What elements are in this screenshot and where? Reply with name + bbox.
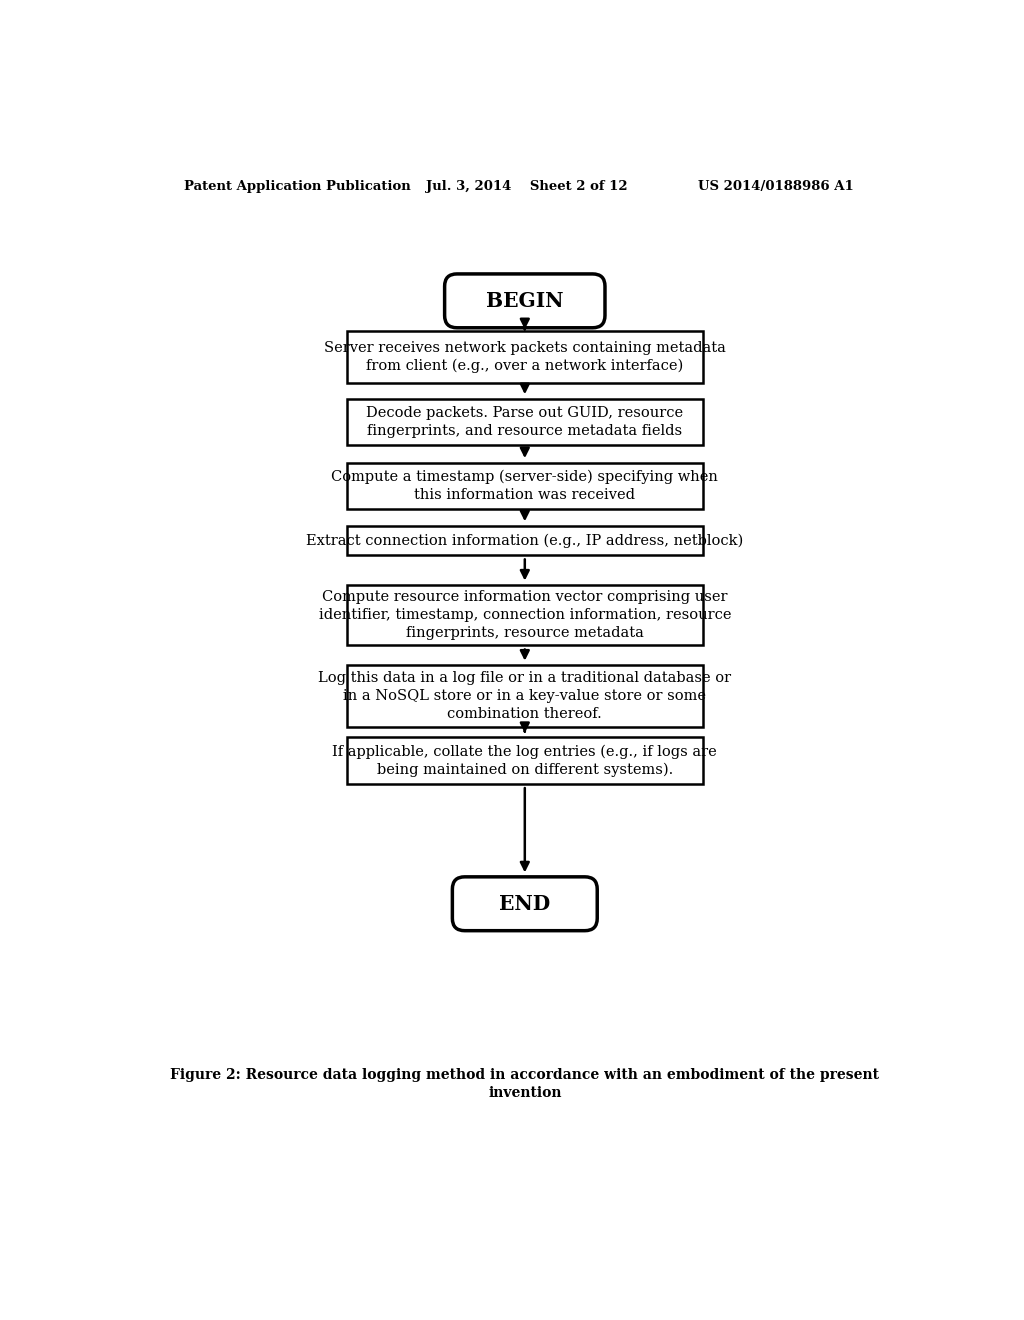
Text: If applicable, collate the log entries (e.g., if logs are
being maintained on di: If applicable, collate the log entries (… — [333, 744, 717, 777]
FancyBboxPatch shape — [346, 738, 703, 784]
Text: Figure 2: Resource data logging method in accordance with an embodiment of the p: Figure 2: Resource data logging method i… — [170, 1068, 880, 1081]
FancyBboxPatch shape — [346, 462, 703, 508]
FancyBboxPatch shape — [444, 275, 605, 327]
Text: invention: invention — [488, 1086, 561, 1100]
Text: Patent Application Publication: Patent Application Publication — [183, 180, 411, 193]
FancyBboxPatch shape — [453, 876, 597, 931]
Text: Jul. 3, 2014    Sheet 2 of 12: Jul. 3, 2014 Sheet 2 of 12 — [426, 180, 628, 193]
Text: Decode packets. Parse out GUID, resource
fingerprints, and resource metadata fie: Decode packets. Parse out GUID, resource… — [367, 405, 683, 438]
FancyBboxPatch shape — [346, 525, 703, 554]
Text: Compute a timestamp (server-side) specifying when
this information was received: Compute a timestamp (server-side) specif… — [332, 470, 718, 502]
FancyBboxPatch shape — [346, 331, 703, 383]
FancyBboxPatch shape — [346, 665, 703, 726]
Text: Server receives network packets containing metadata
from client (e.g., over a ne: Server receives network packets containi… — [324, 341, 726, 374]
Text: Log this data in a log file or in a traditional database or
in a NoSQL store or : Log this data in a log file or in a trad… — [318, 671, 731, 721]
FancyBboxPatch shape — [346, 585, 703, 645]
Text: US 2014/0188986 A1: US 2014/0188986 A1 — [697, 180, 853, 193]
Text: BEGIN: BEGIN — [486, 290, 563, 310]
Text: END: END — [499, 894, 551, 913]
Text: Extract connection information (e.g., IP address, netblock): Extract connection information (e.g., IP… — [306, 533, 743, 548]
FancyBboxPatch shape — [346, 399, 703, 445]
Text: Compute resource information vector comprising user
identifier, timestamp, conne: Compute resource information vector comp… — [318, 590, 731, 640]
